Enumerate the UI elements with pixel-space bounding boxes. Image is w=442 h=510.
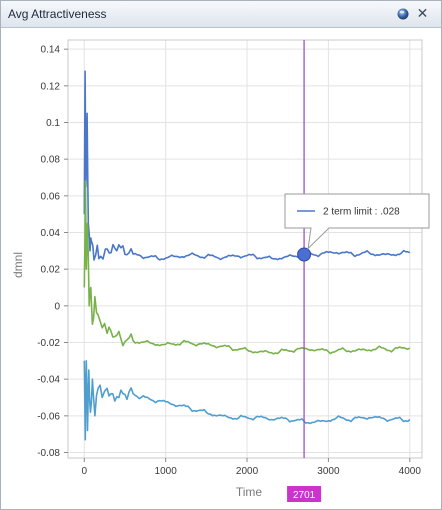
y-axis: 0.14 0.12 0.1 0.08 0.06 0.04 0.02 0 -0.02 -0.04 -0… bbox=[37, 45, 68, 459]
x-axis-label: Time bbox=[236, 485, 263, 499]
cursor-badge[interactable] bbox=[287, 486, 322, 502]
x-tick-label: 1000 bbox=[155, 466, 178, 477]
tooltip-box bbox=[284, 193, 430, 250]
x-tick-label: 4000 bbox=[399, 466, 422, 477]
close-icon[interactable]: ✕ bbox=[416, 5, 429, 21]
y-tick-label: -0.04 bbox=[37, 375, 60, 386]
cursor-marker[interactable] bbox=[297, 247, 312, 262]
series-group bbox=[83, 70, 411, 441]
x-tick-label: 2000 bbox=[236, 466, 259, 477]
y-axis-label: dmnl bbox=[11, 252, 25, 278]
x-tick-label: 0 bbox=[81, 466, 87, 477]
y-tick-label: 0.02 bbox=[41, 265, 61, 276]
y-tick-label: -0.02 bbox=[37, 338, 60, 349]
cursor-group[interactable]: 2701 bbox=[287, 40, 322, 502]
y-tick-label: 0.04 bbox=[41, 228, 61, 239]
value-tooltip: 2 term limit : .028 bbox=[284, 193, 430, 250]
orb-icon[interactable] bbox=[395, 6, 410, 21]
y-tick-label: 0.1 bbox=[46, 118, 60, 129]
y-tick-label: -0.06 bbox=[37, 411, 60, 422]
cursor-badge-label: 2701 bbox=[293, 490, 316, 501]
chart-area: 0.14 0.12 0.1 0.08 0.06 0.04 0.02 0 -0.02 -0.04 -0… bbox=[2, 28, 440, 508]
chart-background bbox=[2, 28, 440, 508]
x-tick-label: 3000 bbox=[317, 466, 340, 477]
y-tick-label: 0.08 bbox=[41, 155, 61, 166]
y-tick-label: -0.08 bbox=[37, 448, 60, 459]
window-title: Avg Attractiveness bbox=[8, 7, 107, 21]
x-axis: 0 1000 2000 3000 4000 bbox=[81, 458, 421, 477]
tooltip-text: 2 term limit : .028 bbox=[323, 207, 400, 218]
line-chart: 0.14 0.12 0.1 0.08 0.06 0.04 0.02 0 -0.02 -0.04 -0… bbox=[2, 28, 440, 508]
y-tick-label: 0.06 bbox=[41, 191, 61, 202]
y-tick-label: 0 bbox=[54, 301, 60, 312]
plot-frame bbox=[67, 39, 423, 459]
series-line-3 bbox=[83, 359, 411, 441]
window-titlebar[interactable]: Avg Attractiveness ✕ bbox=[1, 1, 441, 28]
y-tick-label: 0.12 bbox=[41, 81, 61, 92]
series-line-2 bbox=[83, 180, 411, 355]
series-line-1 bbox=[83, 70, 411, 261]
y-tick-label: 0.14 bbox=[41, 45, 61, 56]
